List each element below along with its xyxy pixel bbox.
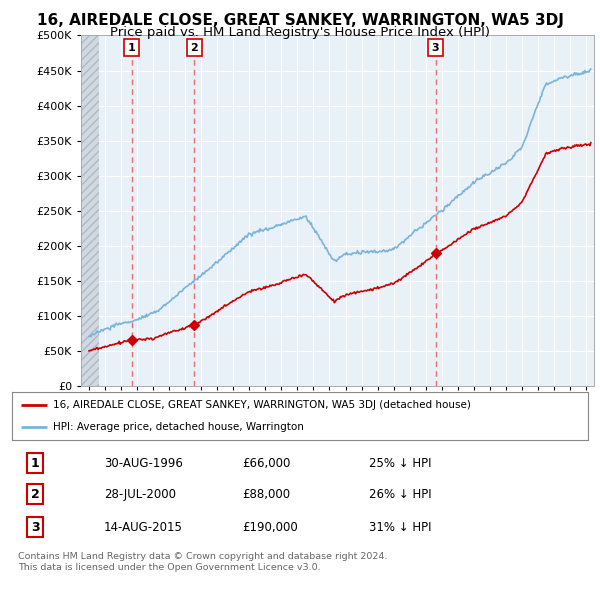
Text: This data is licensed under the Open Government Licence v3.0.: This data is licensed under the Open Gov… [18,563,320,572]
Text: £66,000: £66,000 [242,457,291,470]
Text: Price paid vs. HM Land Registry's House Price Index (HPI): Price paid vs. HM Land Registry's House … [110,26,490,39]
Text: Contains HM Land Registry data © Crown copyright and database right 2024.: Contains HM Land Registry data © Crown c… [18,552,388,560]
Bar [81,35,98,386]
Text: 3: 3 [31,520,40,534]
Text: 2: 2 [31,487,40,501]
Text: 2: 2 [190,42,198,53]
Text: 1: 1 [31,457,40,470]
Text: 26% ↓ HPI: 26% ↓ HPI [369,487,432,501]
Text: 31% ↓ HPI: 31% ↓ HPI [369,520,431,534]
Text: HPI: Average price, detached house, Warrington: HPI: Average price, detached house, Warr… [53,422,304,432]
Text: 1: 1 [128,42,136,53]
Text: 30-AUG-1996: 30-AUG-1996 [104,457,183,470]
Text: 25% ↓ HPI: 25% ↓ HPI [369,457,431,470]
Text: 16, AIREDALE CLOSE, GREAT SANKEY, WARRINGTON, WA5 3DJ (detached house): 16, AIREDALE CLOSE, GREAT SANKEY, WARRIN… [53,400,472,410]
Text: £88,000: £88,000 [242,487,290,501]
Text: 14-AUG-2015: 14-AUG-2015 [104,520,183,534]
Text: 16, AIREDALE CLOSE, GREAT SANKEY, WARRINGTON, WA5 3DJ: 16, AIREDALE CLOSE, GREAT SANKEY, WARRIN… [37,13,563,28]
Text: 28-JUL-2000: 28-JUL-2000 [104,487,176,501]
Text: £190,000: £190,000 [242,520,298,534]
Text: 3: 3 [432,42,439,53]
